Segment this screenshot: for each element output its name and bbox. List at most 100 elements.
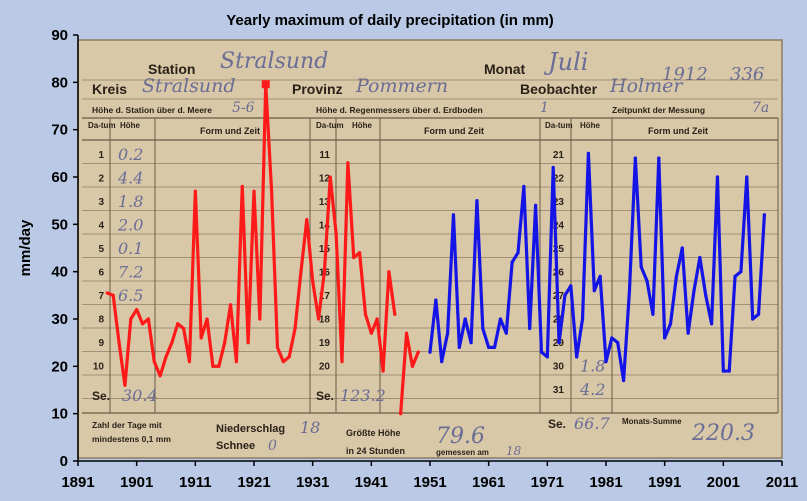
card-se-label-3: Se.	[548, 417, 566, 431]
card-groesste-value: 79.6	[436, 424, 485, 449]
card-in-24-stunden: in 24 Stunden	[346, 446, 405, 456]
data-point	[680, 246, 684, 250]
data-point	[616, 341, 620, 345]
x-tick-labels: 1891 1901 1911 1921 1931 1941 1951 1961 1971 1981…	[61, 461, 798, 491]
x-tick-label: 1901	[120, 474, 153, 491]
data-point	[346, 161, 350, 165]
y-tick-label: 90	[51, 27, 68, 44]
max-value-marker	[261, 80, 270, 89]
data-point	[140, 322, 145, 326]
data-point	[205, 317, 209, 321]
card-day-number: 19	[319, 338, 331, 349]
data-point	[211, 364, 215, 368]
card-col-hoehe-2: Höhe	[352, 121, 373, 130]
card-se-label-2: Se.	[316, 389, 334, 403]
data-point	[481, 326, 485, 331]
card-se-value-2: 123.2	[340, 386, 386, 405]
data-point	[428, 350, 432, 354]
card-hand-value: 0.1	[118, 239, 143, 258]
x-tick-label: 1931	[296, 474, 329, 491]
card-day-number: 18	[319, 315, 331, 326]
card-hoehe-station-value: 5-6	[232, 100, 255, 116]
card-col-datum-2: Da-tum	[316, 121, 344, 130]
data-point	[170, 341, 174, 345]
data-point	[645, 279, 649, 283]
data-point	[622, 378, 626, 383]
data-point	[434, 298, 438, 302]
data-point	[328, 175, 332, 179]
card-beobachter-value: Holmer	[609, 75, 684, 97]
data-point	[710, 322, 714, 326]
card-day-number: 8	[98, 315, 104, 326]
data-point	[733, 274, 737, 278]
card-col-hoehe-3: Höhe	[580, 121, 601, 130]
data-point	[451, 213, 456, 217]
card-provinz-label: Provinz	[292, 81, 343, 97]
card-year-note: 336	[730, 64, 764, 85]
data-point	[756, 312, 761, 316]
series-line-1	[105, 82, 397, 387]
data-point	[721, 369, 725, 373]
data-point	[399, 412, 403, 416]
data-point	[217, 364, 221, 368]
card-hoehe-station: Höhe d. Station über d. Meere	[92, 105, 212, 115]
x-tick-label: 1941	[355, 474, 388, 491]
card-hand-value: 2.0	[117, 216, 143, 235]
card-day-number: 21	[553, 150, 565, 161]
chart-series-layer	[105, 80, 767, 416]
data-point	[393, 312, 397, 316]
data-point	[563, 293, 567, 297]
data-point	[199, 336, 203, 340]
card-monat-label: Monat	[484, 61, 526, 77]
data-point	[739, 270, 743, 274]
card-se-value-1: 30.4	[122, 386, 158, 405]
data-point	[387, 270, 391, 274]
card-col-datum-3: Da-tum	[545, 121, 573, 130]
data-point	[246, 341, 250, 345]
y-tick-label: 40	[51, 264, 68, 281]
data-point	[604, 360, 608, 364]
data-point	[569, 284, 573, 288]
card-day-number: 7	[98, 291, 104, 302]
data-point	[686, 331, 690, 335]
card-monats-value: 220.3	[691, 421, 755, 446]
x-tick-label: 2001	[707, 474, 740, 491]
data-point	[504, 331, 508, 335]
data-point	[551, 165, 555, 170]
card-day-number: 20	[319, 362, 331, 373]
card-day-number: 31	[553, 385, 565, 396]
card-hand-value: 6.5	[118, 286, 143, 305]
data-point	[358, 251, 362, 255]
data-point	[557, 341, 561, 345]
card-day-number: 5	[98, 244, 104, 255]
data-point	[158, 374, 162, 378]
precipitation-record-card: Station Stralsund Monat Juli 1912 336 Kr…	[77, 39, 783, 459]
card-niederschlag: Niederschlag	[216, 423, 285, 435]
data-point	[610, 336, 614, 340]
data-point	[651, 312, 655, 316]
data-point	[299, 270, 303, 274]
card-gemessen-am: gemessen am	[436, 448, 489, 457]
card-col-hoehe-1: Höhe	[120, 121, 141, 130]
data-point	[516, 251, 520, 255]
card-day-number: 14	[319, 221, 331, 232]
card-day-number: 3	[98, 197, 104, 208]
card-schnee-value: 0	[268, 438, 277, 454]
data-point	[704, 293, 708, 297]
card-niederschlag-value: 18	[300, 418, 320, 437]
card-monat-value: Juli	[543, 48, 588, 76]
card-day-number: 11	[319, 150, 330, 161]
y-tick-label: 50	[51, 216, 68, 233]
data-point	[182, 326, 186, 331]
x-tick-label: 1951	[413, 474, 446, 491]
data-point	[657, 156, 661, 160]
data-point	[375, 317, 379, 321]
data-point	[311, 279, 315, 283]
y-tick-label: 70	[51, 122, 68, 139]
data-point	[575, 355, 579, 359]
data-point	[363, 312, 368, 316]
card-day-number: 24	[553, 221, 565, 232]
data-point	[187, 360, 192, 364]
